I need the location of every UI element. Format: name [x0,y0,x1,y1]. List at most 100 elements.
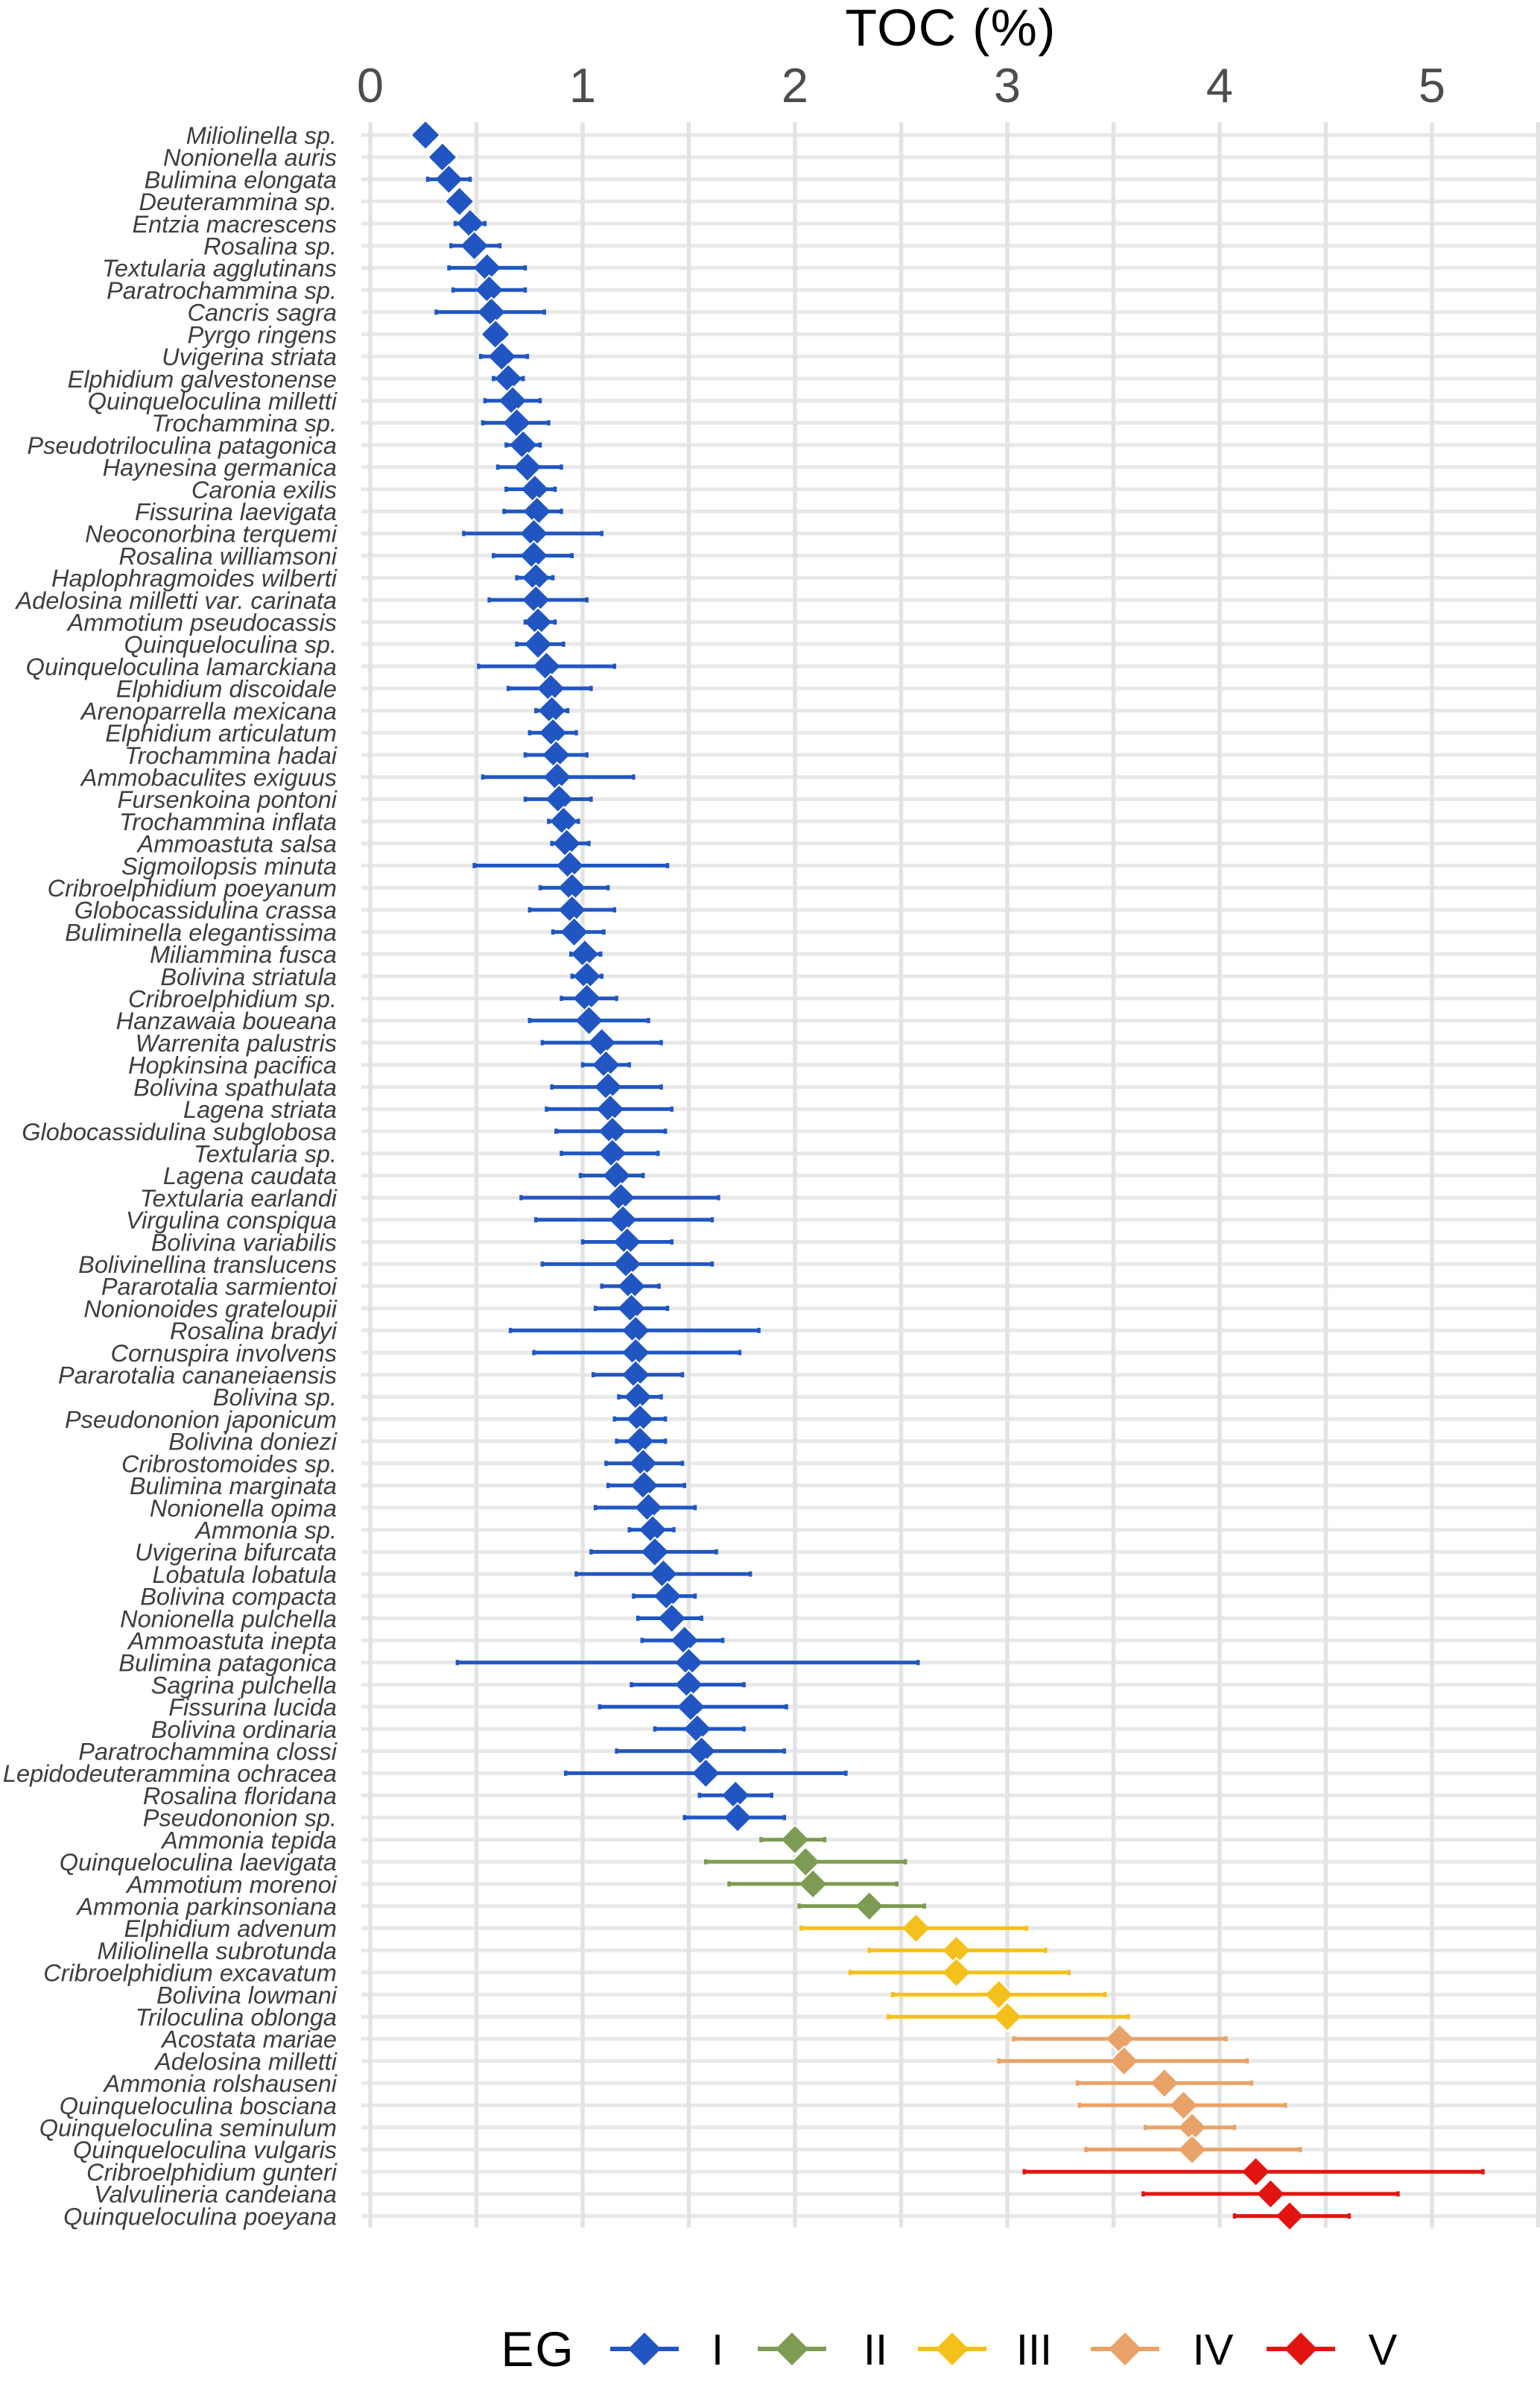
svg-text:Pararotalia sarmientoi: Pararotalia sarmientoi [101,1274,338,1300]
svg-text:Bolivina doniezi: Bolivina doniezi [168,1429,338,1455]
svg-text:Nonionella opima: Nonionella opima [150,1495,337,1522]
svg-text:Ammotium pseudocassis: Ammotium pseudocassis [66,610,337,636]
svg-text:Haplophragmoides wilberti: Haplophragmoides wilberti [51,565,338,592]
svg-text:Bolivina sp.: Bolivina sp. [213,1384,337,1411]
svg-text:Bulimina patagonica: Bulimina patagonica [118,1650,337,1677]
svg-text:Bolivina lowmani: Bolivina lowmani [156,1982,338,2008]
svg-text:Hopkinsina pacifica: Hopkinsina pacifica [128,1052,337,1079]
svg-text:Cribroelphidium poeyanum: Cribroelphidium poeyanum [48,875,337,902]
svg-text:Arenoparrella mexicana: Arenoparrella mexicana [80,698,337,724]
svg-text:Pseudotriloculina patagonica: Pseudotriloculina patagonica [27,432,337,459]
svg-text:Ammonia tepida: Ammonia tepida [160,1827,337,1853]
svg-text:Ammonia parkinsoniana: Ammonia parkinsoniana [75,1894,337,1920]
svg-text:Triloculina oblonga: Triloculina oblonga [136,2004,337,2031]
svg-text:Quinqueloculina milletti: Quinqueloculina milletti [88,388,338,415]
svg-text:Hanzawaia boueana: Hanzawaia boueana [116,1008,337,1034]
svg-text:Lagena striata: Lagena striata [183,1096,337,1123]
svg-text:Neoconorbina terquemi: Neoconorbina terquemi [85,521,338,548]
svg-text:Ammoastuta salsa: Ammoastuta salsa [136,831,337,858]
svg-text:Sigmoilopsis minuta: Sigmoilopsis minuta [121,853,337,879]
svg-text:I: I [712,2326,723,2374]
svg-text:Pseudononion sp.: Pseudononion sp. [143,1805,337,1832]
svg-text:Quinqueloculina poeyana: Quinqueloculina poeyana [63,2203,337,2230]
svg-text:Paratrochammina clossi: Paratrochammina clossi [78,1739,338,1765]
svg-text:Entzia macrescens: Entzia macrescens [132,211,337,238]
svg-text:II: II [864,2326,887,2374]
svg-text:Quinqueloculina sp.: Quinqueloculina sp. [124,631,337,658]
svg-text:Elphidium advenum: Elphidium advenum [124,1915,337,1942]
svg-text:1: 1 [569,58,596,113]
svg-text:Quinqueloculina seminulum: Quinqueloculina seminulum [39,2115,337,2142]
svg-text:Cribroelphidium gunteri: Cribroelphidium gunteri [86,2159,338,2186]
svg-text:3: 3 [994,58,1021,113]
svg-text:Cribroelphidium excavatum: Cribroelphidium excavatum [43,1960,337,1987]
svg-text:Textularia earlandi: Textularia earlandi [140,1185,338,1212]
svg-text:Lagena caudata: Lagena caudata [163,1163,337,1189]
svg-text:IV: IV [1193,2326,1234,2374]
svg-text:2: 2 [782,58,808,113]
svg-text:Nonionella pulchella: Nonionella pulchella [120,1605,337,1632]
svg-text:Sagrina pulchella: Sagrina pulchella [151,1672,337,1698]
svg-text:Paratrochammina sp.: Paratrochammina sp. [107,277,337,304]
svg-text:Quinqueloculina vulgaris: Quinqueloculina vulgaris [73,2137,337,2163]
svg-text:Miliammina fusca: Miliammina fusca [150,941,337,968]
svg-text:Ammonia sp.: Ammonia sp. [194,1517,337,1544]
svg-text:Trochammina sp.: Trochammina sp. [151,410,337,437]
svg-text:Textularia agglutinans: Textularia agglutinans [102,255,337,282]
svg-text:Virgulina conspiqua: Virgulina conspiqua [126,1207,337,1234]
svg-text:Rosalina floridana: Rosalina floridana [143,1783,337,1809]
svg-text:Ammoastuta inepta: Ammoastuta inepta [127,1628,337,1654]
svg-text:EG: EG [501,2321,574,2377]
svg-text:Bulimina marginata: Bulimina marginata [130,1473,337,1499]
svg-text:Warrenita palustris: Warrenita palustris [136,1030,337,1057]
svg-text:Lobatula lobatula: Lobatula lobatula [152,1561,337,1588]
svg-text:Elphidium articulatum: Elphidium articulatum [105,720,337,747]
svg-text:5: 5 [1419,58,1445,113]
svg-text:Lepidodeuterammina ochracea: Lepidodeuterammina ochracea [3,1760,337,1787]
svg-text:Buliminella elegantissima: Buliminella elegantissima [65,919,337,946]
svg-text:Fursenkoina pontoni: Fursenkoina pontoni [118,786,338,813]
svg-text:Ammobaculites exiguus: Ammobaculites exiguus [80,765,337,791]
svg-text:Bulimina elongata: Bulimina elongata [145,166,337,193]
svg-text:Rosalina bradyi: Rosalina bradyi [170,1318,338,1344]
svg-text:Cornuspira involvens: Cornuspira involvens [111,1340,337,1367]
svg-text:Quinqueloculina bosciana: Quinqueloculina bosciana [60,2093,337,2119]
svg-text:Globocassidulina subglobosa: Globocassidulina subglobosa [22,1119,337,1145]
svg-text:Bolivinellina translucens: Bolivinellina translucens [78,1251,337,1278]
svg-text:Bolivina ordinaria: Bolivina ordinaria [151,1716,337,1743]
svg-text:Rosalina sp.: Rosalina sp. [203,233,337,260]
svg-text:Adelosina milletti var. carina: Adelosina milletti var. carinata [14,587,337,614]
svg-text:Quinqueloculina lamarckiana: Quinqueloculina lamarckiana [26,654,337,680]
svg-text:Valvulineria candeiana: Valvulineria candeiana [94,2181,337,2208]
svg-text:Textularia sp.: Textularia sp. [194,1141,337,1168]
svg-text:Adelosina milletti: Adelosina milletti [153,2048,338,2075]
svg-text:Elphidium discoidale: Elphidium discoidale [116,676,337,703]
svg-text:Bolivina striatula: Bolivina striatula [160,964,337,990]
svg-text:Cribroelphidium sp.: Cribroelphidium sp. [128,986,337,1013]
svg-text:Fissurina lucida: Fissurina lucida [168,1694,337,1721]
svg-text:Bolivina variabilis: Bolivina variabilis [151,1229,337,1256]
svg-text:Trochammina inflata: Trochammina inflata [119,809,337,835]
svg-text:Haynesina germanica: Haynesina germanica [103,455,337,481]
svg-text:Deuterammina sp.: Deuterammina sp. [139,189,337,215]
svg-text:Globocassidulina crassa: Globocassidulina crassa [75,897,337,924]
svg-text:Miliolinella sp.: Miliolinella sp. [186,122,337,149]
svg-text:Miliolinella subrotunda: Miliolinella subrotunda [97,1938,337,1964]
svg-text:Nonionella auris: Nonionella auris [163,145,337,171]
svg-text:Rosalina williamsoni: Rosalina williamsoni [118,543,337,569]
svg-text:0: 0 [357,58,384,113]
svg-text:III: III [1016,2326,1052,2374]
svg-text:TOC (%): TOC (%) [845,0,1056,57]
svg-text:Pyrgo ringens: Pyrgo ringens [187,321,337,348]
svg-text:Caronia exilis: Caronia exilis [191,476,337,503]
svg-text:Pararotalia cananeiaensis: Pararotalia cananeiaensis [58,1362,337,1389]
svg-text:Uvigerina bifurcata: Uvigerina bifurcata [135,1539,337,1566]
svg-text:4: 4 [1206,58,1233,113]
svg-text:Acostata mariae: Acostata mariae [160,2026,337,2053]
svg-text:Ammotium morenoi: Ammotium morenoi [125,1871,338,1898]
svg-text:Bolivina spathulata: Bolivina spathulata [133,1074,337,1101]
svg-text:Pseudononion japonicum: Pseudononion japonicum [65,1406,337,1433]
svg-text:Bolivina compacta: Bolivina compacta [140,1584,337,1610]
svg-text:Cribrostomoides sp.: Cribrostomoides sp. [121,1450,337,1477]
svg-text:Ammonia rolshauseni: Ammonia rolshauseni [102,2070,337,2097]
